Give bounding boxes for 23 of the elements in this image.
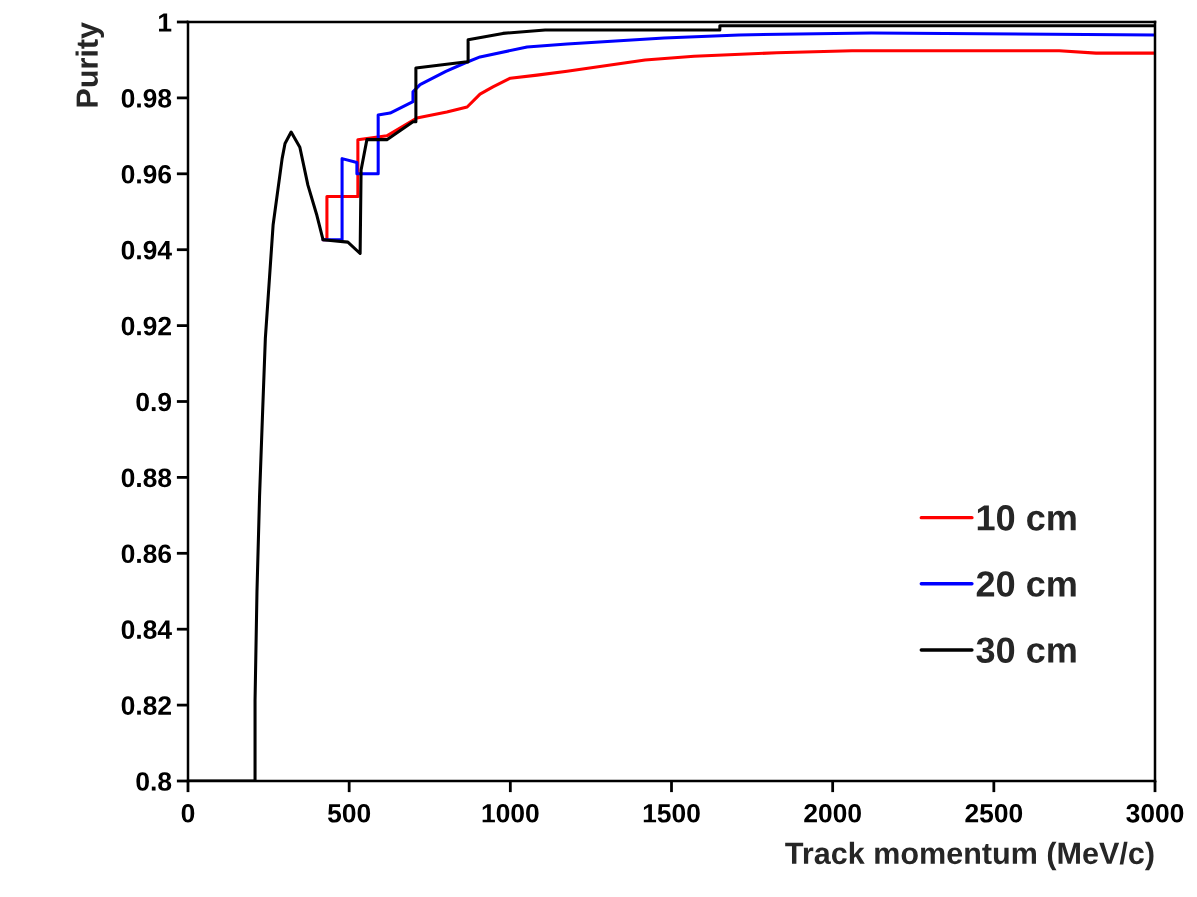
legend-label: 30 cm [976,637,1076,664]
x-tick-label: 500 [327,803,371,823]
y-tick-label: 0.92 [121,316,171,336]
y-tick-label: 0.8 [136,772,172,791]
x-tick-label: 1000 [482,803,539,823]
x-tick-label: 1500 [643,803,700,823]
legend-label: 20 cm [976,571,1076,597]
x-tick-label: 2500 [965,803,1023,823]
y-tick-label: 0.82 [121,696,171,715]
x-tick-label: 0 [181,803,195,823]
x-tick-label: 3000 [1126,803,1184,823]
y-tick-label: 0.94 [121,240,172,260]
x-tick-label: 2000 [804,803,861,823]
y-tick-label: 0.84 [121,620,172,640]
y-tick-label: 0.86 [121,544,172,564]
legend-label: 10 cm [977,505,1076,531]
y-tick-label: 1 [159,13,172,32]
y-tick-label: 0.96 [121,164,172,184]
y-tick-label: 0.9 [136,392,172,412]
y-tick-label: 0.98 [121,89,172,108]
x-axis-title: Track momentum (MeV/c) [785,841,1154,871]
y-tick-label: 0.88 [121,468,172,488]
y-axis-title: Purity [75,22,105,107]
